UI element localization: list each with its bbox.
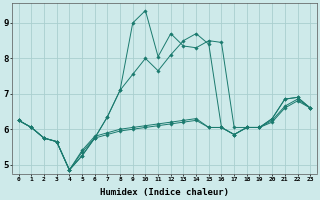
X-axis label: Humidex (Indice chaleur): Humidex (Indice chaleur) [100,188,229,197]
